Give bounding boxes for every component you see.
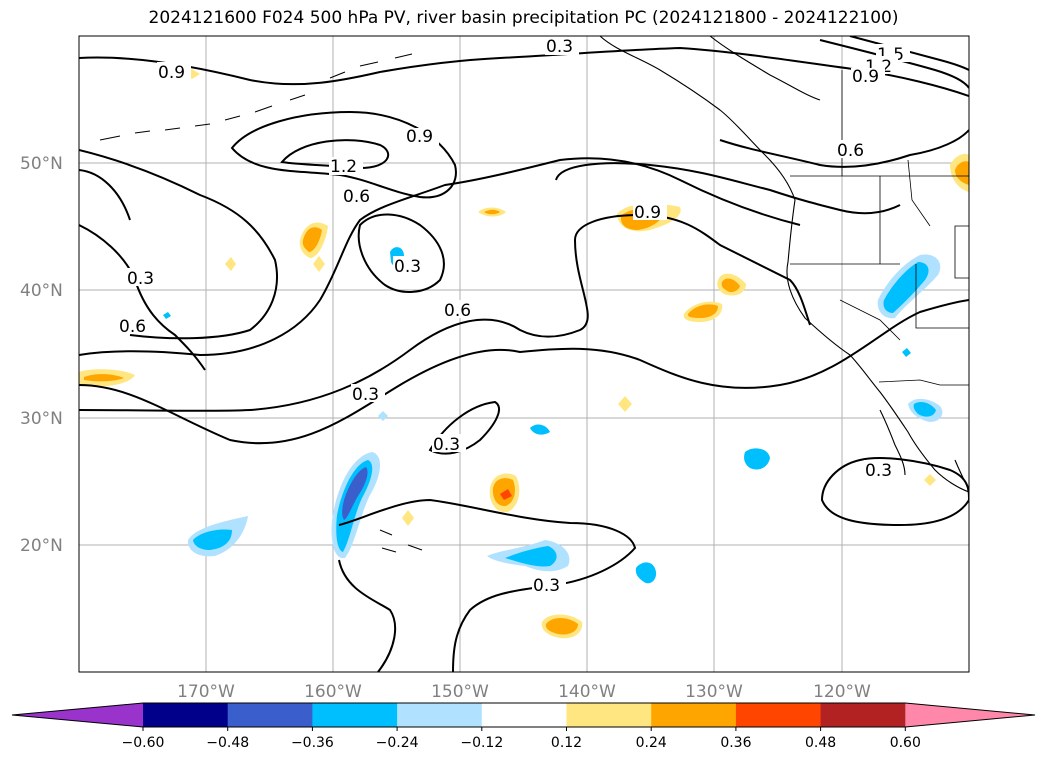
colorbar-segment	[735, 703, 822, 727]
contour-0.3-east	[820, 457, 969, 527]
neg-patch-hawaii-strong	[342, 467, 368, 520]
contour-0.6-closed-small	[357, 213, 445, 293]
colorbar-tick-label: −0.60	[122, 735, 165, 751]
contour-0.9-loop	[230, 110, 457, 199]
contour-0.6-ring	[79, 149, 279, 340]
pos-patch-147w-strong	[500, 489, 512, 500]
lon-tick-label: 170°W	[177, 682, 235, 702]
colorbar-segment	[397, 703, 483, 727]
colorbar-tick-label: −0.36	[291, 735, 334, 751]
colorbar-segment	[143, 703, 229, 727]
lon-tick-label: 150°W	[431, 682, 489, 702]
contour-label: 0.3	[127, 269, 154, 289]
contour-label: 0.9	[852, 67, 879, 87]
contour-1.2-ne	[819, 39, 969, 89]
neg-patch-143w	[530, 424, 550, 435]
contour-0.3-loop-hawaii	[338, 559, 397, 672]
colorbar-tick-label: −0.12	[460, 735, 503, 751]
contour-label: 0.9	[634, 203, 661, 223]
pos-patch-150w-core	[484, 209, 500, 215]
pos-patch-162w-core	[302, 227, 322, 252]
neg-patch-calif-core	[883, 262, 929, 313]
lat-tick-label: 50°N	[20, 154, 63, 174]
contour-0.3-south	[338, 498, 637, 672]
neg-patch-127w	[744, 448, 770, 470]
lon-tick-label: 140°W	[558, 682, 616, 702]
neg-patch-small1	[378, 411, 388, 421]
lon-tick-label: 130°W	[685, 682, 743, 702]
colorbar-segment	[566, 703, 652, 727]
precip-shading	[79, 69, 969, 639]
neg-patch-170w-core	[193, 529, 232, 550]
contour-label: 0.6	[444, 301, 471, 321]
lon-tick-label: 160°W	[304, 682, 362, 702]
contour-0.9-pac	[555, 162, 901, 215]
colorbar-tick-label: −0.48	[206, 735, 249, 751]
contour-label: 0.6	[837, 141, 864, 161]
pos-patch-small5	[618, 396, 632, 412]
contour-label: 0.6	[119, 317, 146, 337]
contour-0.3-west	[79, 224, 206, 371]
contour-label: 0.3	[546, 37, 573, 57]
pos-patch-small6	[924, 474, 936, 486]
colorbar-tick-label: −0.24	[376, 735, 419, 751]
neg-patch-baja-core	[913, 402, 936, 417]
colorbar-segment	[312, 703, 398, 727]
contour-label: 0.3	[533, 576, 560, 596]
contour-label: 0.3	[352, 385, 379, 405]
colorbar-segment	[820, 703, 906, 727]
neg-patch-136w	[635, 562, 657, 584]
pos-patch-small2	[225, 257, 236, 271]
contour-label: 0.3	[433, 435, 460, 455]
neg-patch-small3	[902, 348, 911, 357]
pos-patch-143w-core	[545, 618, 578, 635]
colorbar-segment	[227, 703, 313, 727]
pos-patch-ne-corner-core	[955, 161, 969, 185]
pos-patch-small4	[402, 510, 414, 526]
colorbar-extend-low	[12, 703, 143, 727]
lon-tick-label: 120°W	[813, 682, 871, 702]
pos-patch-129w-core	[721, 278, 740, 293]
contour-label: 0.6	[343, 187, 370, 207]
colorbar-tick-label: 0.24	[636, 735, 667, 751]
contour-label: 0.3	[394, 257, 421, 277]
neg-patch-145w-core	[505, 546, 557, 567]
lat-tick-label: 20°N	[20, 536, 63, 556]
contour-label: 0.9	[406, 127, 433, 147]
contour-1.2-inner	[280, 139, 390, 170]
colorbar-segment	[481, 703, 567, 727]
pos-patch-132w-core	[687, 304, 718, 318]
contour-0.3-main	[79, 299, 969, 445]
contour-label: 0.3	[865, 461, 892, 481]
colorbar-tick-label: 0.12	[551, 735, 582, 751]
colorbar-tick-label: 0.48	[805, 735, 836, 751]
contour-1.5-ne	[849, 36, 969, 71]
colorbar-tick-label: 0.60	[890, 735, 921, 751]
lat-tick-labels: 50°N 40°N 30°N 20°N	[20, 154, 63, 556]
contour-0.3-far-west	[79, 169, 131, 221]
contour-labels: 0.3 1.5 1.2 0.9 0.9 0.9 1.2 0.6 0.6 0.9 …	[118, 37, 910, 596]
contour-label: 0.9	[158, 63, 185, 83]
colorbar-tick-label: 0.36	[720, 735, 751, 751]
coastlines	[99, 36, 969, 553]
colorbar-extend-high	[905, 703, 1035, 727]
pos-patch-180w-core	[84, 374, 124, 382]
colorbar: −0.60 −0.48 −0.36 −0.24 −0.12 0.12 0.24 0.36 0.4…	[11, 702, 1036, 751]
contour-0.6-outer	[79, 157, 801, 357]
map-title: 2024121600 F024 500 hPa PV, river basin …	[148, 8, 899, 28]
lat-tick-label: 30°N	[20, 409, 63, 429]
lat-tick-label: 40°N	[20, 281, 63, 301]
neg-patch-small2	[163, 312, 171, 319]
pos-patch-small3	[313, 256, 325, 272]
contour-0.6-ne	[719, 129, 969, 168]
borders	[790, 70, 969, 386]
contour-label: 1.2	[330, 157, 357, 177]
plot-frame	[78, 35, 970, 673]
pv-contours	[79, 36, 969, 672]
lon-tick-labels: 170°W 160°W 150°W 140°W 130°W 120°W	[177, 682, 871, 702]
contour-0.6-inner	[79, 213, 811, 412]
colorbar-segment	[651, 703, 737, 727]
